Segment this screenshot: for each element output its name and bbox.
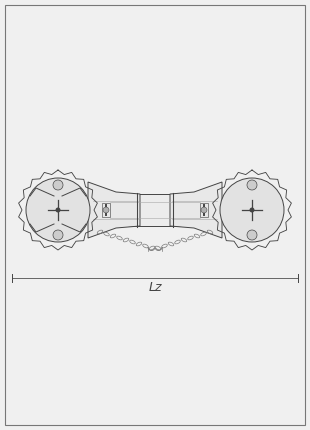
Circle shape <box>53 230 63 240</box>
Circle shape <box>103 207 109 213</box>
Circle shape <box>201 207 207 213</box>
Circle shape <box>26 178 90 242</box>
Circle shape <box>247 230 257 240</box>
Circle shape <box>247 180 257 190</box>
Polygon shape <box>170 182 222 238</box>
Polygon shape <box>88 182 140 238</box>
Circle shape <box>220 178 284 242</box>
Text: Lz: Lz <box>148 281 162 294</box>
Circle shape <box>55 208 60 212</box>
Bar <box>110 194 200 226</box>
Bar <box>200 203 208 217</box>
Bar <box>102 203 110 217</box>
Circle shape <box>53 180 63 190</box>
Circle shape <box>250 208 255 212</box>
